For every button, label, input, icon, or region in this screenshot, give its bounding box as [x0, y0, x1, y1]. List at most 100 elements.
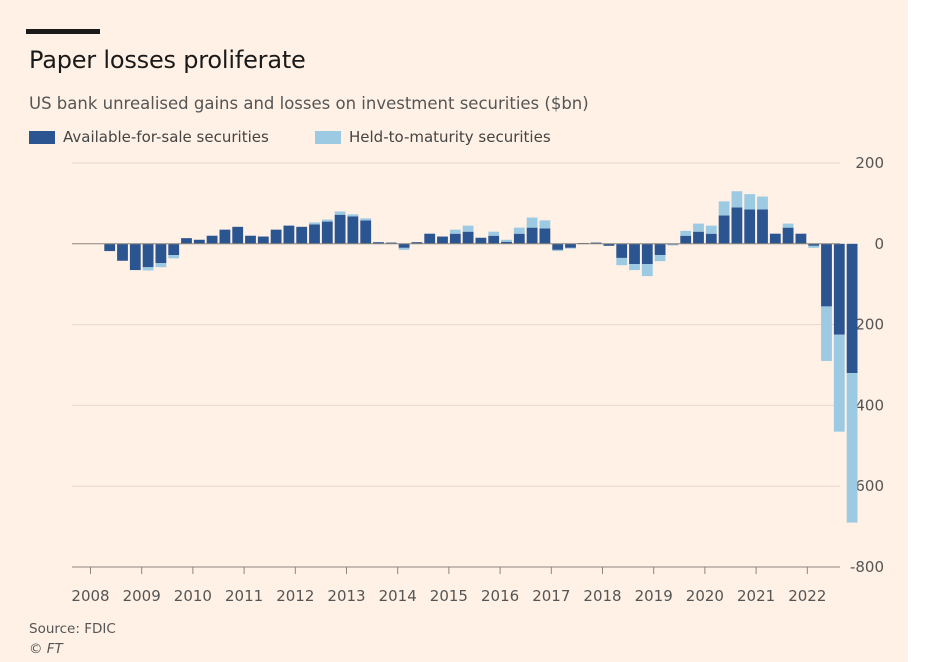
bar-afs [309, 224, 320, 244]
bar-afs [513, 233, 525, 244]
y-tick-label: -400 [850, 396, 884, 414]
x-tick-label: 2017 [532, 587, 570, 605]
bar-htm [667, 244, 679, 246]
bar-htm [347, 214, 359, 217]
bar-htm [334, 211, 346, 215]
bar-afs [181, 238, 192, 244]
legend-label-afs: Available-for-sale securities [63, 128, 269, 146]
bar-htm [168, 255, 180, 259]
bar-afs [616, 243, 628, 258]
bar-htm [808, 245, 820, 248]
x-tick-label: 2021 [737, 587, 775, 605]
bar-afs [296, 226, 308, 244]
bar-htm [155, 263, 167, 268]
bar-afs [424, 233, 436, 244]
bar-afs [168, 243, 180, 256]
bar-htm [142, 267, 154, 271]
bar-afs [411, 242, 423, 244]
bar-htm [718, 201, 730, 216]
bar-afs [846, 243, 858, 374]
x-tick-label: 2015 [430, 587, 468, 605]
bar-afs [821, 243, 832, 307]
x-tick-label: 2016 [481, 587, 519, 605]
bar-afs [501, 241, 512, 244]
bar-afs [629, 243, 640, 264]
bar-afs [475, 237, 487, 244]
legend-item-afs: Available-for-sale securities [29, 128, 269, 146]
bar-htm [744, 194, 756, 210]
y-tick-label: -800 [850, 558, 884, 576]
bar-afs [449, 233, 461, 244]
bar-afs [603, 243, 615, 246]
source-note: Source: FDIC [29, 621, 116, 637]
x-tick-label: 2012 [276, 587, 314, 605]
bar-afs [462, 231, 474, 244]
chart-legend: Available-for-sale securities Held-to-ma… [29, 128, 729, 150]
chart-title: Paper losses proliferate [29, 46, 306, 74]
bar-afs [321, 221, 333, 244]
x-tick-label: 2019 [635, 587, 673, 605]
bar-afs [206, 235, 218, 244]
bar-afs [654, 243, 666, 256]
bar-afs [526, 227, 538, 244]
bar-htm [680, 230, 692, 236]
bar-afs [360, 220, 372, 244]
bar-afs [744, 209, 756, 244]
x-tick-label: 2013 [327, 587, 365, 605]
ft-top-rule [26, 29, 100, 34]
legend-item-htm: Held-to-maturity securities [315, 128, 551, 146]
y-tick-label: -600 [850, 477, 884, 495]
chart-card: Paper losses proliferate US bank unreali… [0, 0, 908, 662]
bar-afs [232, 226, 244, 244]
bar-htm [629, 264, 640, 271]
bar-htm [693, 223, 704, 232]
x-tick-label: 2011 [225, 587, 263, 605]
bar-afs [193, 239, 205, 244]
x-tick-label: 2010 [174, 587, 212, 605]
bar-htm [782, 223, 794, 228]
bar-afs [245, 235, 256, 244]
bar-htm [449, 229, 461, 234]
bar-afs [705, 233, 717, 244]
bar-afs [539, 228, 551, 244]
bar-htm [641, 264, 653, 277]
y-tick-label: -200 [850, 316, 884, 334]
bar-afs [731, 207, 743, 244]
bar-htm [321, 219, 333, 222]
bar-htm [360, 218, 372, 221]
bar-htm [488, 231, 500, 236]
bar-afs [769, 233, 781, 244]
bar-afs [833, 243, 845, 335]
bar-afs [680, 235, 692, 244]
bar-afs [283, 225, 295, 244]
bar-htm [565, 247, 576, 249]
y-tick-label: 200 [855, 154, 884, 172]
bar-htm [654, 255, 666, 262]
legend-label-htm: Held-to-maturity securities [349, 128, 551, 146]
bar-htm [757, 196, 768, 210]
bar-htm [552, 249, 564, 252]
bar-afs [488, 235, 500, 244]
bar-afs [385, 242, 397, 244]
bar-afs [590, 242, 602, 244]
x-tick-label: 2020 [686, 587, 724, 605]
bar-htm [821, 306, 832, 361]
bar-afs [142, 243, 154, 268]
bar-htm [501, 239, 512, 242]
bar-htm [846, 373, 858, 523]
bar-afs [795, 233, 807, 244]
bar-afs [565, 243, 576, 248]
bar-htm [398, 247, 410, 250]
bar-afs [334, 214, 346, 244]
bar-htm [616, 257, 628, 266]
x-tick-label: 2008 [71, 587, 109, 605]
x-tick-label: 2009 [123, 587, 161, 605]
bar-htm [526, 217, 538, 228]
bar-afs [398, 243, 410, 248]
copyright-note: © FT [29, 641, 63, 657]
bar-afs [104, 243, 116, 252]
bar-htm [462, 225, 474, 232]
x-tick-label: 2022 [788, 587, 826, 605]
bar-afs [757, 209, 768, 244]
